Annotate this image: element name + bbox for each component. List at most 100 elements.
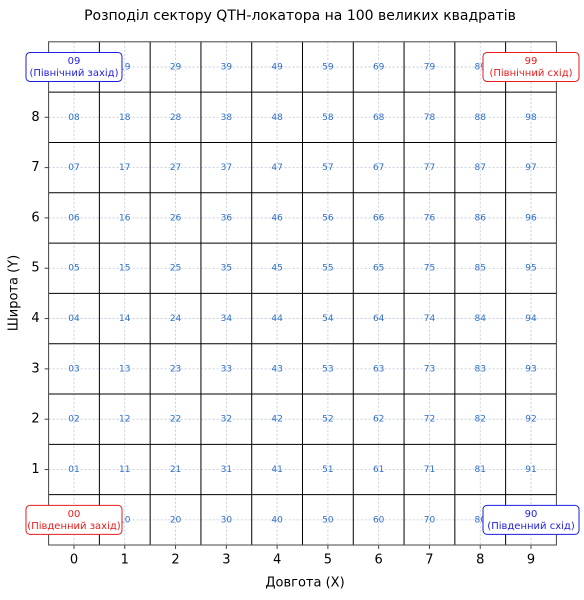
cell-label: 67 [373,163,384,173]
cell-label: 46 [271,213,283,223]
annotation-text: (Південний захід) [27,520,120,532]
annotation-text: (Південний схід) [487,520,575,532]
cell-label: 98 [525,113,537,123]
cell-label: 78 [424,113,436,123]
cell-label: 34 [221,314,233,324]
cell-label: 87 [475,163,486,173]
annotation-box [25,51,123,82]
cell-label: 06 [68,213,80,223]
cell-label: 37 [221,163,232,173]
cell-label: 49 [271,62,283,72]
cell-label: 66 [373,213,385,223]
cell-label: 10 [119,515,131,525]
cell-label: 96 [525,213,537,223]
annotation-box [482,51,580,82]
cell-label: 58 [322,113,334,123]
x-axis-label: Довгота (X) [265,576,344,591]
cell-label: 40 [271,515,283,525]
cell-label: 59 [322,62,334,72]
cell-label: 14 [119,314,131,324]
cell-label: 53 [322,364,333,374]
cell-label: 25 [170,264,181,274]
cell-label: 02 [68,415,79,425]
annotation-text: (Північний схід) [489,67,572,79]
annotation-box [25,504,123,535]
cell-label: 60 [373,515,385,525]
cell-label: 24 [170,314,182,324]
x-tick-label: 5 [324,553,332,568]
cell-label: 22 [170,415,181,425]
cell-label: 33 [221,364,232,374]
cell-label: 94 [525,314,537,324]
cell-label: 76 [424,213,436,223]
cell-label: 51 [322,465,333,475]
cell-label: 97 [525,163,536,173]
x-tick-label: 1 [121,553,129,568]
cell-label: 28 [170,113,182,123]
y-axis-label: Широта (Y) [7,255,22,331]
cell-label: 26 [170,213,182,223]
cell-label: 18 [119,113,131,123]
cell-label: 88 [475,113,487,123]
y-tick-label: 4 [31,311,39,326]
cell-label: 75 [424,264,435,274]
x-tick-label: 4 [273,553,281,568]
cell-label: 55 [322,264,333,274]
cell-label: 30 [221,515,233,525]
cell-label: 95 [525,264,536,274]
x-tick-label: 7 [425,553,433,568]
x-tick-label: 3 [222,553,230,568]
cell-label: 74 [424,314,436,324]
cell-label: 39 [221,62,233,72]
cell-label: 47 [271,163,282,173]
cell-label: 41 [271,465,282,475]
cell-label: 27 [170,163,181,173]
x-tick-label: 8 [476,553,484,568]
cell-label: 92 [525,415,536,425]
cell-label: 72 [424,415,435,425]
cell-label: 93 [525,364,536,374]
x-tick-label: 2 [171,553,179,568]
cell-label: 61 [373,465,384,475]
cell-label: 17 [119,163,130,173]
cell-label: 12 [119,415,130,425]
plot-frame [48,41,557,546]
cell-label: 45 [271,264,282,274]
cell-label: 07 [68,163,79,173]
cell-label: 21 [170,465,181,475]
cell-label: 08 [68,113,80,123]
cell-label: 86 [475,213,487,223]
cell-label: 20 [170,515,182,525]
cell-label: 44 [271,314,283,324]
cell-label: 57 [322,163,333,173]
chart-title: Розподіл сектору QTH-локатора на 100 вел… [84,8,516,24]
cell-label: 43 [271,364,282,374]
cell-label: 71 [424,465,435,475]
cell-label: 23 [170,364,181,374]
cell-label: 83 [475,364,486,374]
x-tick-label: 9 [527,553,535,568]
annotation-text: 09 [68,56,81,67]
cell-label: 69 [373,62,385,72]
annotation-text: 00 [68,509,81,520]
cell-label: 05 [68,264,79,274]
cell-label: 13 [119,364,130,374]
cell-label: 63 [373,364,384,374]
cell-label: 31 [221,465,232,475]
y-tick-label: 1 [31,462,39,477]
cell-label: 64 [373,314,385,324]
cell-label: 91 [525,465,536,475]
cell-label: 77 [424,163,435,173]
cell-label: 42 [271,415,282,425]
y-tick-label: 6 [31,210,39,225]
cell-label: 79 [424,62,436,72]
cell-label: 84 [475,314,487,324]
cell-label: 80 [475,515,487,525]
cell-label: 03 [68,364,79,374]
cell-label: 36 [221,213,233,223]
x-tick-label: 0 [70,553,78,568]
cell-label: 54 [322,314,334,324]
cell-label: 81 [475,465,486,475]
cell-label: 56 [322,213,334,223]
y-tick-label: 2 [31,412,39,427]
